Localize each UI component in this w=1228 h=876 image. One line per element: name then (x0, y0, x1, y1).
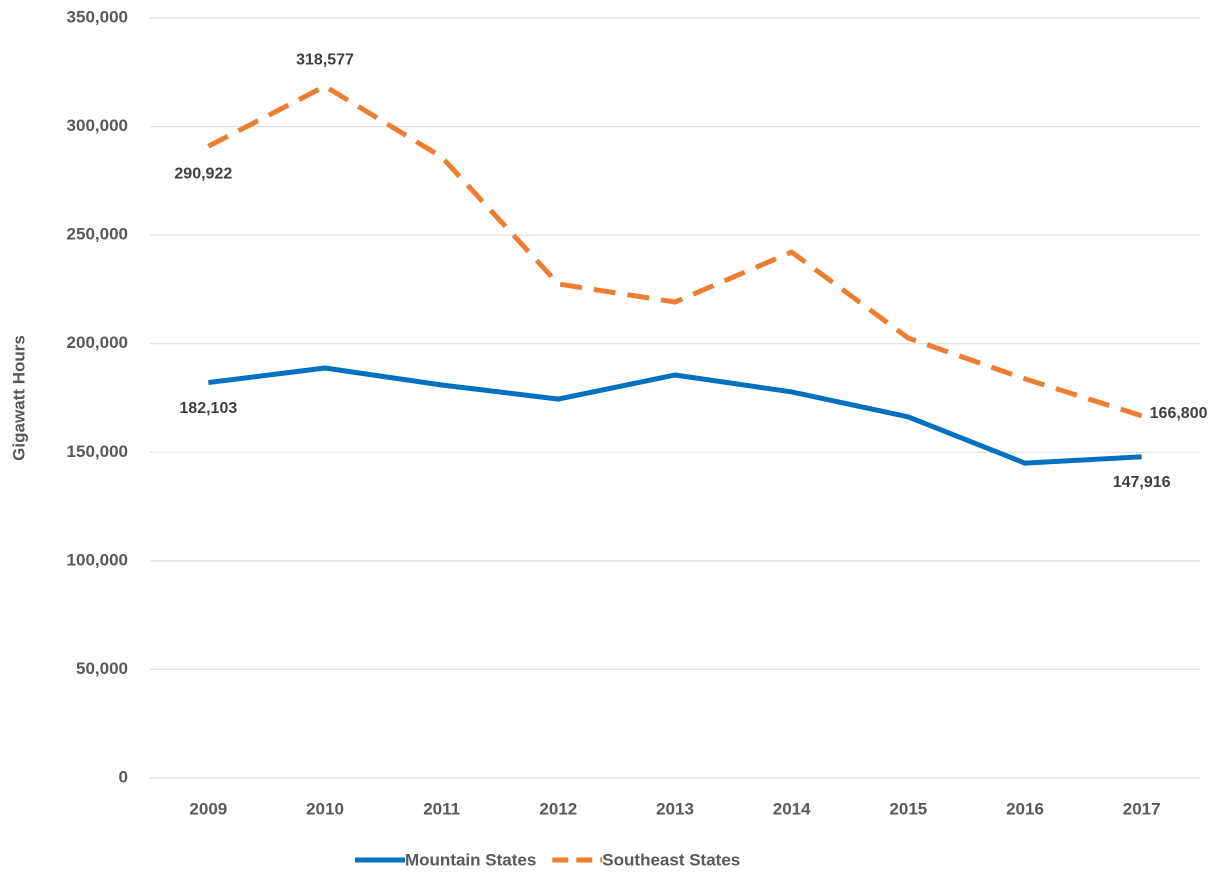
data-label: 318,577 (296, 51, 354, 68)
x-tick-label: 2009 (189, 799, 227, 818)
x-tick-label: 2016 (1006, 799, 1044, 818)
y-tick-label: 50,000 (76, 659, 128, 678)
data-label: 147,916 (1113, 474, 1171, 491)
line-series (208, 365, 1142, 466)
y-tick-label: 200,000 (67, 333, 128, 352)
x-tick-label: 2015 (889, 799, 927, 818)
data-label: 182,103 (179, 400, 237, 417)
y-tick-label: 100,000 (67, 550, 128, 569)
x-tick-label: 2014 (773, 799, 811, 818)
legend-label: Southeast States (602, 850, 740, 869)
line-series (207, 83, 1143, 419)
legend-label: Mountain States (405, 850, 536, 869)
data-label: 166,800 (1150, 405, 1208, 422)
x-tick-label: 2011 (423, 799, 460, 818)
x-tick-label: 2017 (1123, 799, 1161, 818)
data-label: 290,922 (174, 166, 232, 183)
x-tick-label: 2012 (539, 799, 577, 818)
x-tick-label: 2010 (306, 799, 344, 818)
y-axis-title: Gigawatt Hours (9, 335, 28, 461)
y-tick-label: 150,000 (67, 442, 128, 461)
y-tick-label: 350,000 (67, 7, 128, 26)
y-tick-label: 0 (119, 767, 128, 786)
y-tick-label: 300,000 (67, 116, 128, 135)
y-tick-label: 250,000 (67, 225, 128, 244)
x-tick-label: 2013 (656, 799, 694, 818)
